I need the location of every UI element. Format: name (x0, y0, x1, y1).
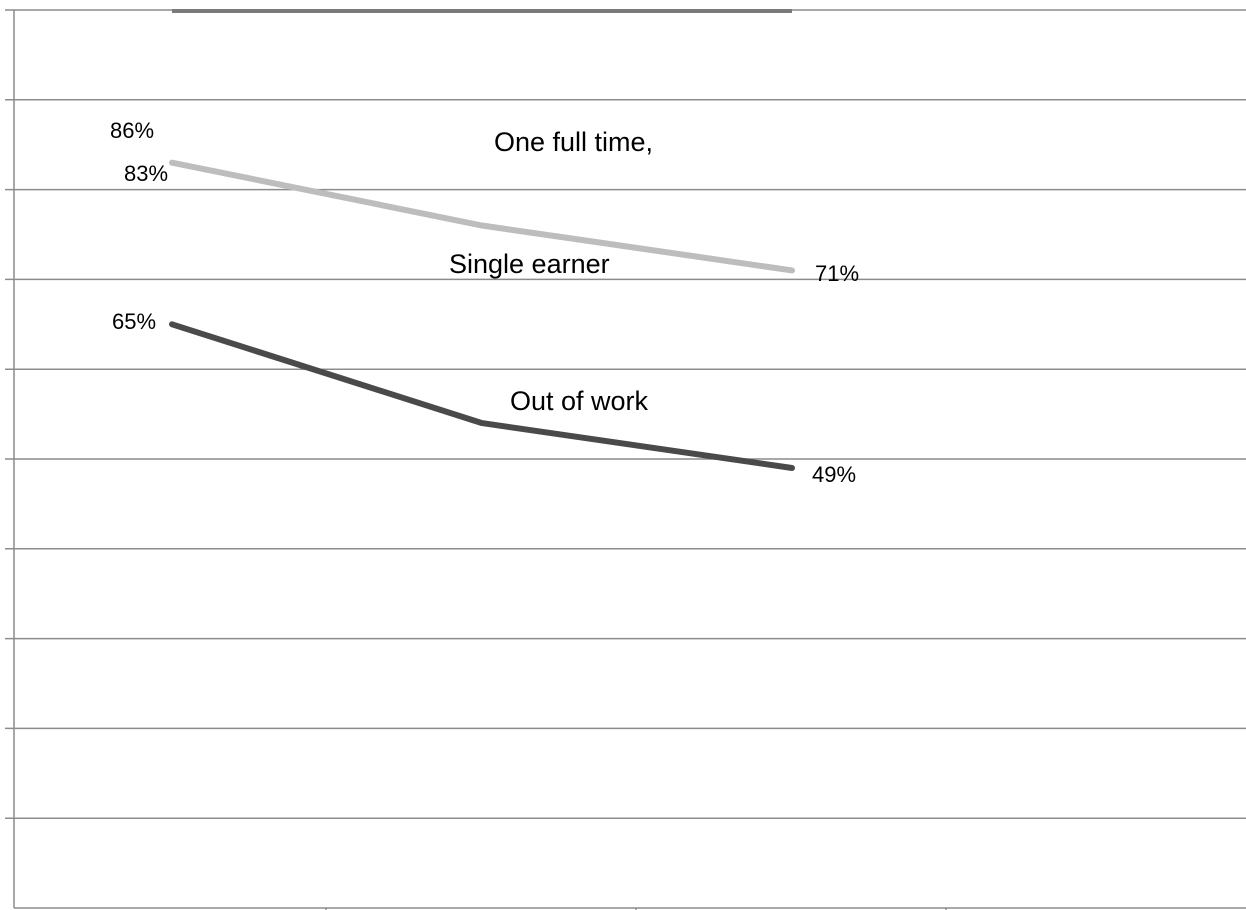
annotation-86-percent: 86% (110, 118, 154, 143)
series-label-single-earner: Single earner (449, 249, 610, 279)
point-label-single-earner-end: 71% (815, 261, 859, 286)
annotation-one-full-time: One full time, (494, 127, 653, 157)
series-label-out-of-work: Out of work (510, 386, 649, 416)
series-line-single-earner (169, 159, 795, 274)
series-line-out-of-work (169, 321, 795, 471)
point-label-single-earner-start: 83% (124, 161, 168, 186)
point-label-out-of-work-end: 49% (812, 462, 856, 487)
gridlines (5, 9, 1246, 819)
x-ticks (325, 908, 947, 910)
axes (13, 10, 1246, 909)
labels: 86% One full time, Single earner Out of … (110, 118, 859, 487)
series-lines (169, 159, 795, 471)
point-label-out-of-work-start: 65% (112, 309, 156, 334)
